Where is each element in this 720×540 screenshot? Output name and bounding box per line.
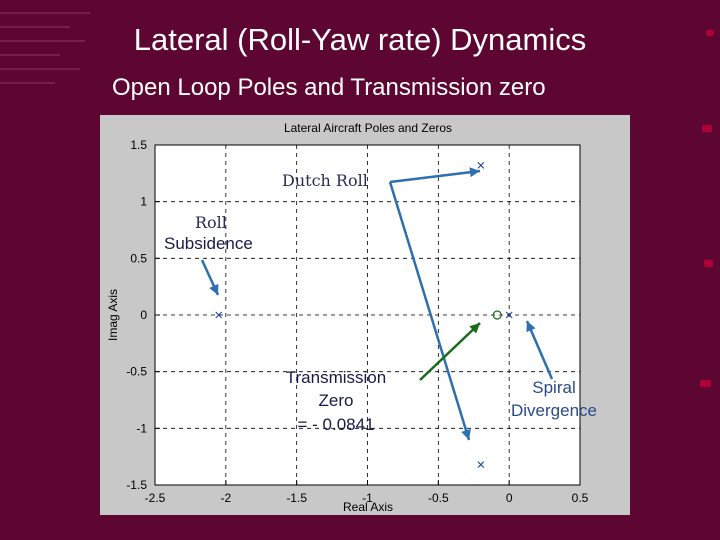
x-tick-label: 0.5 (572, 491, 589, 505)
arrow-layer (200, 167, 554, 441)
tick-layer: -2.5 -2 -1.5 -1 -0.5 0 0.5 1.5 1 0.5 0 -0.5 -1 -1.5 (126, 138, 588, 505)
spiral-divergence-arrow-head (526, 321, 536, 333)
pole-marker-stroke (505, 311, 513, 319)
transmission-zero-arrow (419, 322, 481, 381)
y-tick-label: -0.5 (126, 365, 147, 379)
x-tick-label: 0 (506, 491, 513, 505)
transmission-zero-label-line1: Transmission (285, 368, 387, 387)
transmission-zero-arrow-head (469, 323, 480, 334)
pole-zero-plot: -2.5 -2 -1.5 -1 -0.5 0 0.5 1.5 1 0.5 0 -0.5 -1 -1.5 L… (106, 121, 589, 514)
y-tick-label: -1.5 (126, 478, 147, 492)
dutch-roll-arrow-top-head (469, 167, 480, 178)
transmission-zero-label-line2: Zero (318, 391, 354, 410)
x-tick-label: -0.5 (428, 491, 449, 505)
marker-layer (215, 162, 513, 468)
dutch-roll-label: Dutch Roll (282, 171, 368, 190)
x-tick-label: -1 (362, 491, 373, 505)
zero-marker (492, 310, 502, 320)
x-tick-label: -1.5 (286, 491, 307, 505)
pole-zero-figure: -2.5 -2 -1.5 -1 -0.5 0 0.5 1.5 1 0.5 0 -0.5 -1 -1.5 L… (100, 115, 630, 515)
transmission-zero-label-line3: = - 0.0841 (297, 415, 375, 434)
bg-line (0, 26, 70, 28)
dutch-roll-arrow-top-line (389, 169, 481, 184)
spiral-divergence-arrow (525, 320, 554, 380)
dutch-roll-arrow-bottom-line (388, 181, 471, 441)
transmission-zero-arrow-line (419, 322, 481, 381)
x-tick-label: -2 (220, 491, 231, 505)
spiral-divergence-arrow-line (525, 320, 554, 380)
bg-line (0, 12, 90, 14)
bg-mark (704, 260, 713, 267)
bg-mark (700, 380, 711, 387)
spiral-divergence-label-line1: Spiral (532, 378, 576, 397)
roll-subsidence-label-line1: Roll (195, 213, 227, 232)
slide-title: Lateral (Roll-Yaw rate) Dynamics (133, 22, 587, 57)
bg-mark (702, 125, 712, 132)
pole-marker (215, 311, 223, 319)
pole-marker (477, 461, 485, 468)
y-axis-label: Imag Axis (106, 289, 120, 341)
roll-subsidence-label-line2: Subsidence (164, 234, 253, 253)
pole-marker (477, 162, 485, 169)
pole-marker-stroke (215, 311, 223, 319)
dutch-roll-arrow-top (389, 167, 481, 184)
y-tick-label: 1.5 (130, 138, 147, 152)
pole-marker-stroke (477, 461, 485, 468)
bg-line (0, 54, 60, 56)
dutch-roll-arrow-bottom (388, 181, 471, 441)
bg-line (0, 82, 55, 84)
x-tick-label: -2.5 (145, 491, 166, 505)
dutch-roll-arrow-bottom-head (461, 428, 471, 440)
x-axis-label: Real Axis (343, 500, 393, 514)
spiral-divergence-label-line2: Divergence (511, 401, 597, 420)
chart-title: Lateral Aircraft Poles and Zeros (284, 121, 452, 135)
pole-marker-stroke (477, 162, 485, 169)
pole-marker (505, 311, 513, 319)
y-tick-label: 0.5 (130, 251, 147, 265)
bg-line (0, 68, 80, 70)
slide-subtitle: Open Loop Poles and Transmission zero (112, 74, 546, 101)
y-tick-label: -1 (136, 421, 147, 435)
y-tick-label: 0 (140, 308, 147, 322)
y-tick-label: 1 (140, 195, 147, 209)
roll-subsidence-arrow (200, 259, 220, 296)
bg-mark (706, 30, 714, 36)
roll-subsidence-arrow-head (209, 283, 219, 295)
bg-line (0, 40, 85, 42)
